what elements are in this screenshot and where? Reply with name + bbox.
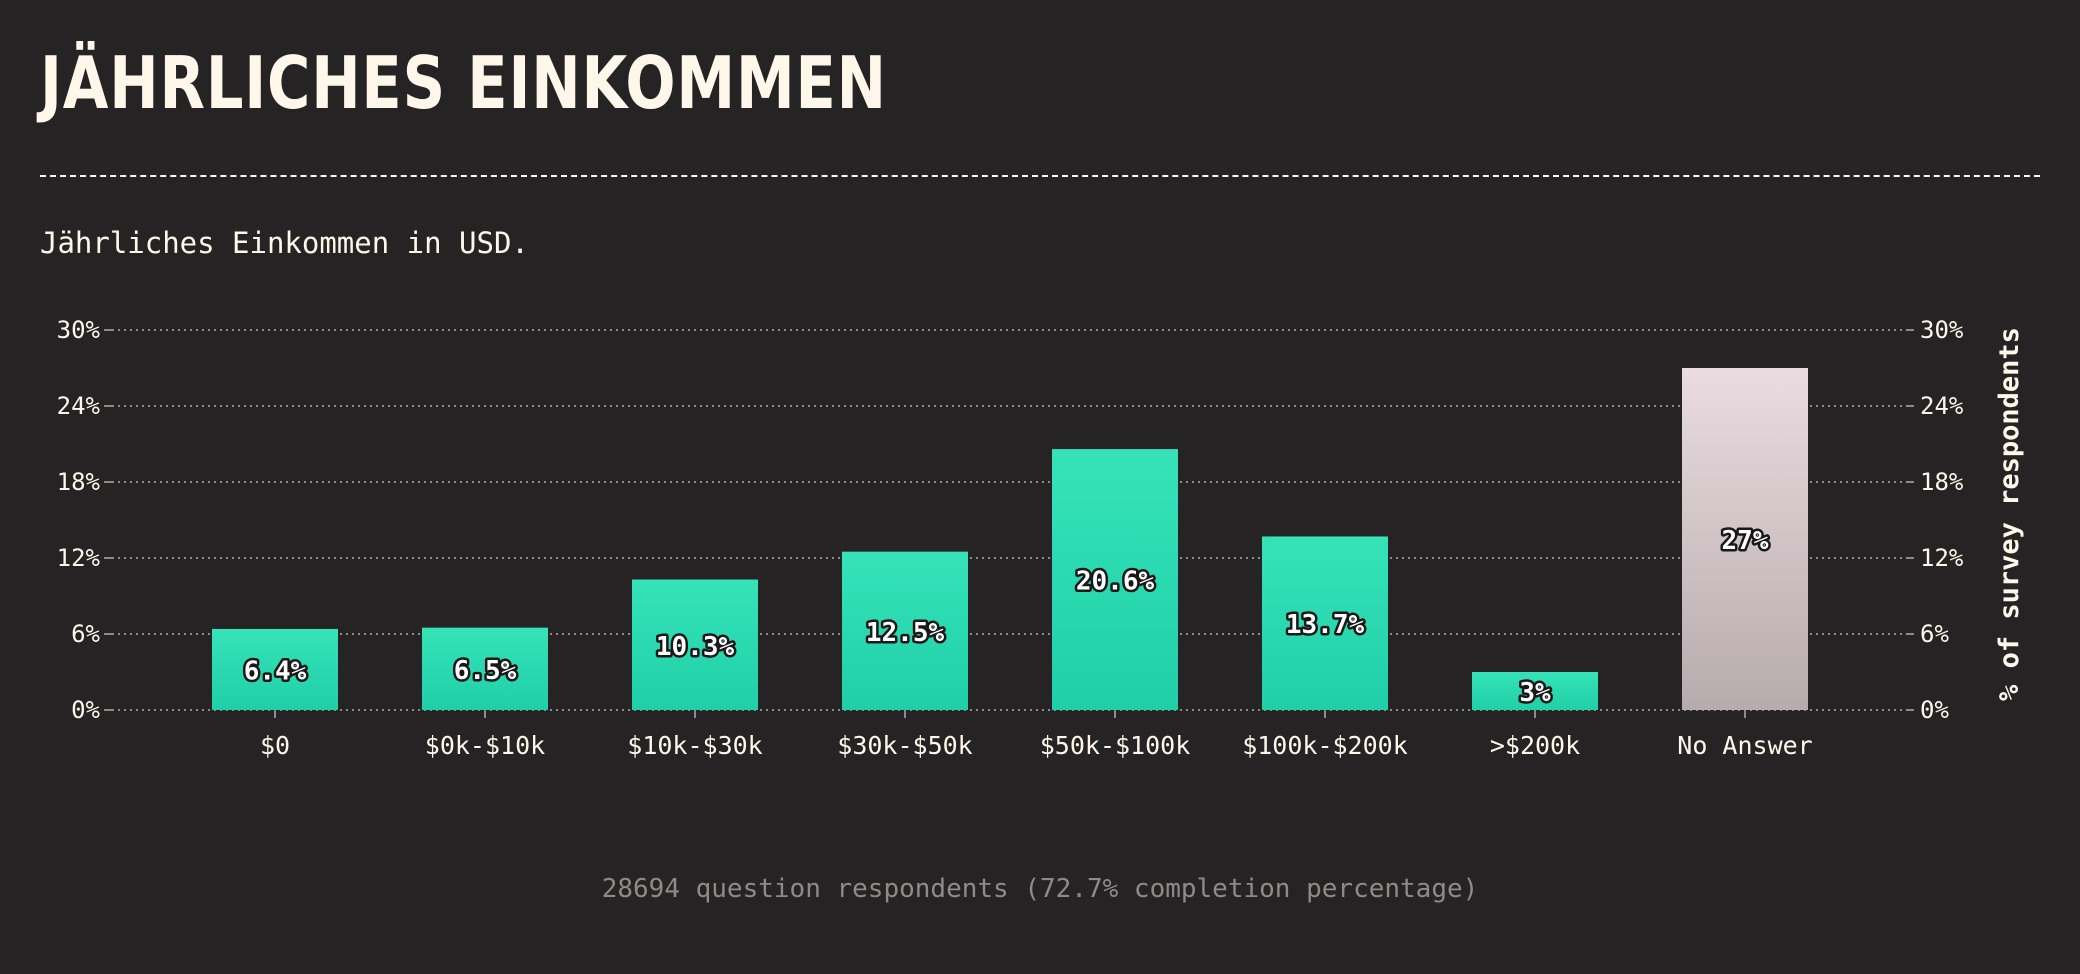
chart-subtitle: Jährliches Einkommen in USD.: [40, 226, 529, 260]
y-tick-label-left: 30%: [57, 316, 101, 344]
x-category-label: >$200k: [1490, 731, 1580, 760]
y-tick-label-right: 30%: [1920, 316, 1964, 344]
bar-3: [842, 551, 968, 710]
y-tick-label-right: 6%: [1920, 620, 1949, 648]
bar-value-label: 3%: [1519, 678, 1551, 708]
bar-6: [1472, 672, 1598, 710]
bar-value-label: 10.3%: [656, 632, 735, 662]
y-tick-label-right: 12%: [1920, 544, 1964, 572]
bar-2: [632, 579, 758, 710]
y-tick-label-right: 24%: [1920, 392, 1964, 420]
y-tick-label-right: 18%: [1920, 468, 1964, 496]
x-category-label: No Answer: [1677, 731, 1812, 760]
y-tick-label-left: 24%: [57, 392, 101, 420]
y-tick-label-left: 18%: [57, 468, 101, 496]
gridlines: [104, 329, 1914, 718]
bar-value-label: 6.4%: [244, 656, 307, 686]
x-category-label: $10k-$30k: [627, 731, 762, 760]
title-divider: [40, 175, 2040, 177]
x-category-label: $0: [260, 731, 290, 760]
y-tick-label-left: 6%: [71, 620, 100, 648]
bar-0: [212, 628, 338, 710]
y-axis-title: % of survey respondents: [1994, 327, 2025, 701]
respondents-footer: 28694 question respondents (72.7% comple…: [601, 874, 1479, 904]
bar-value-label: 12.5%: [866, 618, 945, 648]
bar-7: [1682, 368, 1808, 710]
bar-value-label: 13.7%: [1286, 610, 1365, 640]
bar-5: [1262, 536, 1388, 710]
x-category-label: $0k-$10k: [425, 731, 545, 760]
bar-4: [1052, 449, 1178, 710]
bar-value-label: 20.6%: [1076, 567, 1155, 597]
x-category-label: $30k-$50k: [837, 731, 972, 760]
bar-value-label: 27%: [1722, 526, 1769, 556]
bar-1: [422, 627, 548, 710]
y-tick-label-left: 12%: [57, 544, 101, 572]
bar-value-label: 6.5%: [454, 656, 517, 686]
x-category-label: $100k-$200k: [1242, 731, 1408, 760]
y-tick-label-left: 0%: [71, 696, 100, 724]
bars: [212, 368, 1808, 710]
labels: 0% 0% 6% 6% 12% 12% 18% 18% 24% 24% 30% 30% 6.4% $0 6.…: [57, 316, 1964, 760]
y-tick-label-right: 0%: [1920, 696, 1949, 724]
page-title: JÄHRLICHES EINKOMMEN: [40, 41, 887, 125]
x-category-label: $50k-$100k: [1040, 731, 1191, 760]
